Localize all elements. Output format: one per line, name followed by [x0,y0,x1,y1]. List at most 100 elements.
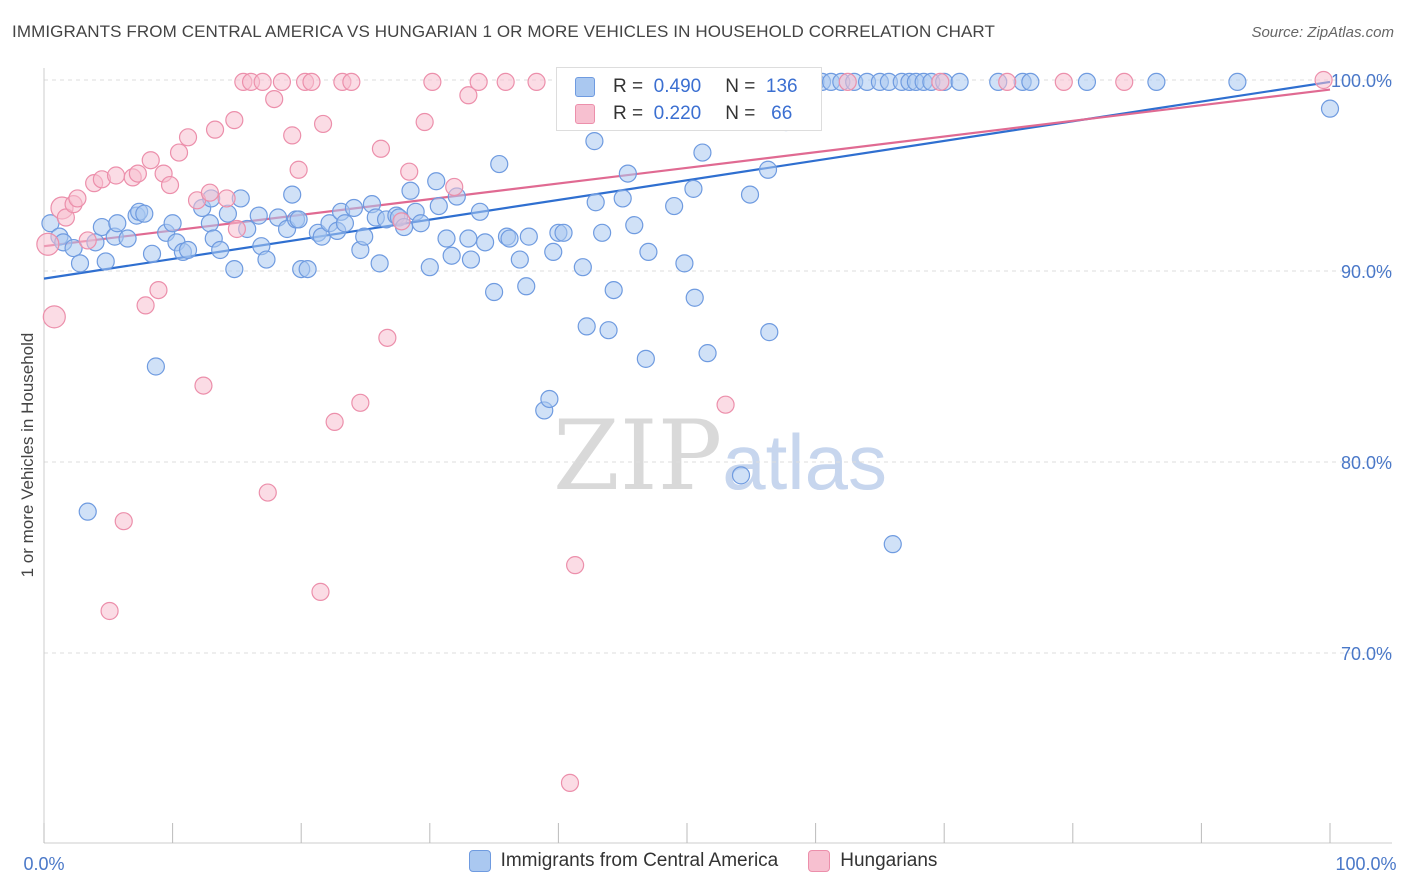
y-tick-label: 100.0% [1331,71,1392,91]
data-point-central-america [510,250,529,269]
data-point-central-america [554,223,573,242]
data-point-hungarians [1054,72,1073,92]
data-point-hungarians [566,556,585,575]
data-point-central-america [636,349,655,368]
data-point-central-america [442,246,461,265]
data-point-hungarians [194,376,213,395]
series-hungarians-points [36,70,1333,792]
data-point-central-america [883,535,902,554]
data-point-hungarians [141,151,160,170]
data-point-hungarians [283,126,302,145]
y-tick-label: 70.0% [1341,644,1392,664]
data-point-hungarians [114,512,133,531]
data-point-hungarians [342,72,361,92]
data-point-hungarians [149,281,168,300]
data-point-central-america [544,242,563,261]
data-point-hungarians [371,139,391,158]
data-point-central-america [427,172,446,191]
data-point-hungarians [415,112,434,132]
data-point-hungarians [716,395,735,414]
data-point-hungarians [931,72,950,92]
data-point-central-america [693,143,712,162]
data-point-central-america [1228,72,1247,92]
x-tick-label: 0.0% [23,854,64,874]
data-point-hungarians [217,189,236,208]
data-point-hungarians [56,208,75,227]
data-point-hungarians [178,128,198,147]
legend-item-hungarians[interactable]: Hungarians [808,850,937,872]
source-credit: Source: ZipAtlas.com [1251,24,1394,41]
data-point-hungarians [289,160,308,179]
data-point-hungarians [311,582,330,601]
swatch-blue [575,77,595,97]
data-point-central-america [289,210,308,229]
data-point-hungarians [36,232,60,256]
data-point-central-america [257,250,276,269]
legend-item-central-america[interactable]: Immigrants from Central America [468,850,778,872]
stats-row-central-america: R = 0.490 N = 136 [575,74,798,100]
data-point-central-america [218,204,237,223]
data-point-central-america [1077,72,1097,92]
data-point-central-america [500,229,519,248]
data-point-hungarians [392,212,411,231]
data-point-central-america [249,206,268,225]
data-point-hungarians [100,601,119,621]
data-point-hungarians [258,483,277,502]
axis-tick-labels: 70.0% 80.0% 90.0% 100.0% 0.0% 100.0% [23,71,1396,874]
data-point-central-america [1021,72,1040,92]
data-point-central-america [665,196,684,216]
data-point-hungarians [265,89,284,109]
data-point-hungarians [400,162,419,181]
data-point-hungarians [469,72,488,92]
data-point-central-america [211,240,230,260]
watermark-zip: ZIP [553,400,723,512]
data-point-central-america [163,214,182,233]
watermark: ZIPatlas [553,400,887,512]
data-point-hungarians [272,72,292,92]
data-point-hungarians [459,86,478,105]
data-point-central-america [475,233,495,252]
data-point-central-america [639,242,658,261]
data-point-central-america [740,185,760,204]
data-point-central-america [96,252,115,271]
x-tick-label: 100.0% [1335,854,1396,874]
data-point-hungarians [325,412,344,431]
r-value: 0.220 [653,103,702,124]
data-point-central-america [225,259,244,279]
data-point-hungarians [227,219,246,239]
data-point-central-america [593,223,612,242]
data-point-central-america [618,164,637,183]
r-label: R = [613,103,644,124]
data-point-central-america [684,179,703,198]
data-point-hungarians [253,72,272,92]
data-point-central-america [625,216,644,235]
data-point-central-america [950,72,969,92]
data-point-central-america [485,282,504,302]
data-point-central-america [429,196,448,216]
data-point-central-america [344,198,364,218]
data-point-hungarians [128,164,147,183]
data-point-hungarians [225,111,244,130]
data-point-hungarians [378,328,397,347]
data-point-central-america [585,132,604,151]
data-point-central-america [760,323,779,342]
data-point-hungarians [560,773,580,792]
n-label: N = [725,103,756,124]
data-point-hungarians [106,166,126,185]
data-point-central-america [200,214,219,233]
swatch-pink [575,104,595,124]
data-point-central-america [490,154,509,174]
data-point-hungarians [160,175,180,195]
data-point-central-america [64,238,83,258]
legend-swatch-pink [808,850,831,872]
stats-row-hungarians: R = 0.220 N = 66 [575,101,792,127]
data-point-central-america [108,214,127,233]
data-point-hungarians [205,120,225,139]
data-point-central-america [142,244,162,263]
data-point-central-america [298,259,317,279]
data-point-hungarians [998,72,1017,92]
data-point-central-america [517,277,536,296]
gridlines [44,79,1392,654]
data-point-central-america [420,258,439,277]
